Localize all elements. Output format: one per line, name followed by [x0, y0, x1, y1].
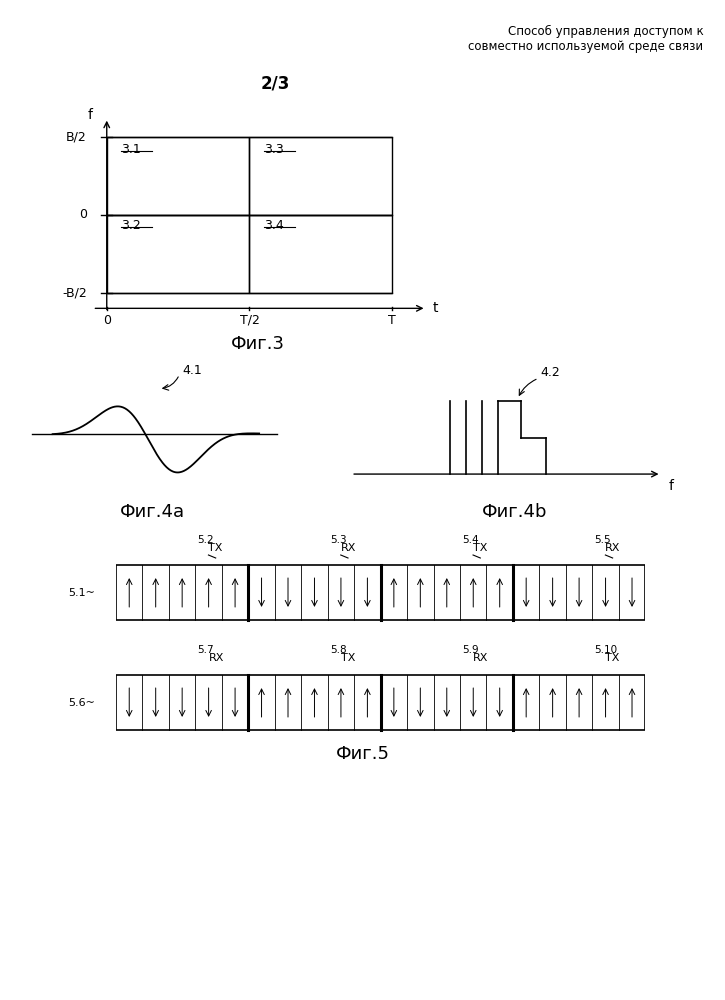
Text: 5.3: 5.3: [330, 535, 347, 545]
Text: 3.4: 3.4: [264, 219, 283, 232]
Text: RX: RX: [605, 543, 621, 553]
Text: 5.7: 5.7: [197, 645, 214, 655]
Bar: [116, 675, 645, 730]
Text: 5.10: 5.10: [594, 645, 618, 655]
Text: 4.1: 4.1: [183, 364, 202, 377]
Text: RX: RX: [473, 653, 489, 663]
Text: 2/3: 2/3: [261, 75, 290, 93]
Text: Фиг.5: Фиг.5: [336, 745, 389, 763]
Text: -B/2: -B/2: [62, 286, 87, 299]
Text: Способ управления доступом к: Способ управления доступом к: [507, 25, 703, 38]
Text: 5.2: 5.2: [197, 535, 214, 545]
Text: T/2: T/2: [239, 314, 260, 327]
Text: TX: TX: [473, 543, 487, 553]
Text: TX: TX: [605, 653, 620, 663]
Text: 3.2: 3.2: [121, 219, 141, 232]
Text: RX: RX: [341, 543, 356, 553]
Bar: [249, 215, 392, 293]
Bar: [116, 565, 645, 620]
Text: 0: 0: [103, 314, 111, 327]
Text: T: T: [389, 314, 396, 327]
Text: t: t: [432, 301, 438, 315]
Text: 5.5: 5.5: [594, 535, 611, 545]
Text: совместно используемой среде связи: совместно используемой среде связи: [468, 40, 703, 53]
Text: Фиг.3: Фиг.3: [231, 335, 284, 353]
Text: 0: 0: [79, 209, 87, 222]
Text: RX: RX: [209, 653, 224, 663]
Text: f: f: [87, 108, 92, 122]
Text: 3.1: 3.1: [121, 143, 141, 156]
Text: 3.3: 3.3: [264, 143, 283, 156]
Text: 5.8: 5.8: [330, 645, 347, 655]
Bar: [107, 215, 249, 293]
Text: 5.4: 5.4: [462, 535, 478, 545]
Text: 5.9: 5.9: [462, 645, 478, 655]
Text: 4.2: 4.2: [540, 366, 560, 379]
Text: B/2: B/2: [66, 131, 87, 144]
Text: TX: TX: [209, 543, 223, 553]
Bar: [249, 137, 392, 215]
Text: 5.1~: 5.1~: [68, 587, 95, 597]
Text: TX: TX: [341, 653, 355, 663]
Text: Фиг.4а: Фиг.4а: [120, 503, 185, 521]
Text: f: f: [668, 479, 674, 493]
Bar: [107, 137, 249, 215]
Text: Фиг.4b: Фиг.4b: [482, 503, 547, 521]
Text: 5.6~: 5.6~: [68, 698, 95, 708]
